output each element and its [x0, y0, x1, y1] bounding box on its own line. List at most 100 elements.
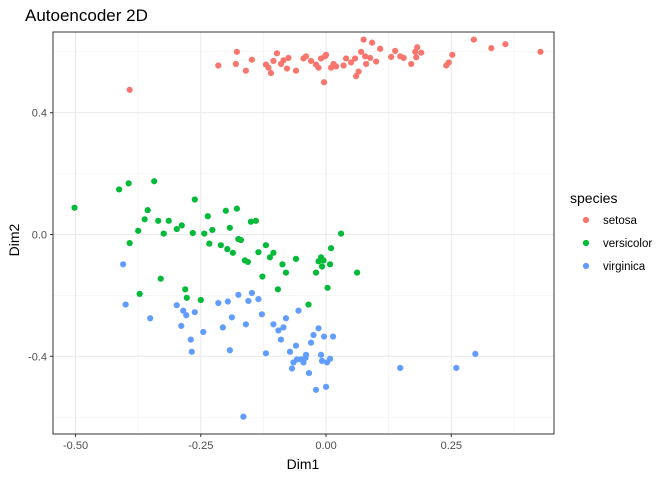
data-point-virginica — [292, 342, 300, 349]
data-point-versicolor — [305, 301, 312, 308]
data-point-versicolor — [320, 257, 327, 264]
data-point-virginica — [219, 324, 226, 331]
data-point-virginica — [307, 339, 315, 346]
legend-label-virginica: virginica — [603, 261, 646, 273]
data-point-virginica — [187, 336, 194, 343]
data-point-setosa — [242, 67, 249, 74]
data-point-versicolor — [125, 180, 132, 187]
data-point-versicolor — [318, 263, 326, 270]
data-point-virginica — [326, 355, 334, 362]
data-point-setosa — [367, 54, 374, 61]
data-point-virginica — [317, 351, 325, 358]
data-point-setosa — [280, 57, 287, 64]
x-tick-label: -0.25 — [188, 440, 213, 452]
data-point-versicolor — [282, 269, 290, 276]
data-point-setosa — [126, 86, 133, 93]
data-point-virginica — [453, 364, 460, 372]
data-point-virginica — [318, 357, 326, 365]
data-point-virginica — [120, 261, 127, 268]
data-point-versicolor — [206, 240, 213, 247]
data-point-setosa — [353, 73, 360, 80]
data-point-virginica — [245, 297, 252, 305]
data-point-setosa — [233, 48, 240, 55]
data-point-virginica — [180, 307, 187, 314]
data-point-versicolor — [226, 224, 233, 231]
data-point-versicolor — [326, 261, 334, 268]
data-point-versicolor — [233, 205, 240, 212]
data-point-versicolor — [224, 246, 231, 253]
data-point-versicolor — [255, 249, 262, 256]
data-point-virginica — [240, 413, 247, 420]
data-point-versicolor — [157, 275, 164, 282]
data-point-versicolor — [279, 261, 286, 268]
data-point-versicolor — [217, 242, 224, 249]
data-point-versicolor — [189, 229, 196, 237]
data-point-virginica — [255, 295, 262, 303]
y-tick-label: -0.4 — [28, 351, 47, 363]
data-point-versicolor — [178, 222, 185, 229]
data-point-virginica — [397, 364, 404, 372]
data-point-virginica — [312, 386, 320, 393]
data-point-versicolor — [292, 255, 300, 262]
y-tick-label: 0.0 — [32, 230, 47, 242]
data-point-versicolor — [252, 217, 260, 224]
data-point-setosa — [488, 45, 495, 52]
legend-key-setosa — [582, 216, 590, 224]
data-point-virginica — [173, 302, 180, 309]
data-point-virginica — [286, 348, 294, 355]
y-axis-title: Dim2 — [6, 223, 22, 256]
data-point-versicolor — [270, 249, 277, 256]
data-point-virginica — [275, 327, 282, 334]
data-point-versicolor — [327, 245, 335, 252]
data-point-virginica — [322, 383, 330, 390]
data-point-virginica — [282, 315, 290, 322]
x-axis: -0.50 -0.25 0.00 0.25 — [63, 434, 462, 452]
data-point-virginica — [320, 333, 328, 340]
data-point-virginica — [200, 328, 207, 336]
data-point-virginica — [310, 331, 317, 339]
data-point-versicolor — [197, 296, 204, 304]
y-axis: -0.4 0.0 0.4 — [28, 108, 53, 363]
data-point-versicolor — [209, 226, 216, 234]
data-point-setosa — [445, 59, 452, 66]
data-point-versicolor — [160, 230, 167, 237]
data-point-virginica — [270, 321, 277, 328]
data-point-versicolor — [247, 218, 254, 225]
legend-label-versicolor: versicolor — [603, 238, 652, 250]
x-tick-label: 0.00 — [315, 440, 336, 452]
data-point-versicolor — [354, 269, 361, 276]
x-axis-title: Dim1 — [287, 456, 320, 472]
data-point-virginica — [122, 301, 129, 308]
data-point-versicolor — [71, 204, 78, 211]
data-point-setosa — [320, 79, 328, 86]
plot-border — [52, 31, 555, 435]
data-point-setosa — [377, 45, 384, 52]
data-point-virginica — [315, 325, 322, 332]
data-point-versicolor — [136, 290, 143, 298]
legend-title: species — [570, 190, 617, 206]
data-point-versicolor — [144, 207, 151, 214]
data-point-setosa — [388, 53, 395, 61]
data-points — [71, 36, 544, 420]
data-point-virginica — [183, 312, 190, 319]
data-point-setosa — [292, 67, 300, 74]
data-point-versicolor — [165, 217, 172, 224]
data-point-virginica — [472, 350, 479, 358]
data-point-virginica — [235, 291, 242, 298]
data-point-setosa — [265, 64, 272, 71]
data-point-setosa — [470, 36, 477, 43]
legend: species setosa versicolor virginica — [570, 190, 652, 273]
data-point-virginica — [226, 347, 233, 354]
data-point-versicolor — [116, 186, 123, 193]
data-point-virginica — [277, 336, 285, 343]
data-point-setosa — [358, 48, 365, 55]
data-point-setosa — [362, 53, 369, 60]
legend-label-setosa: setosa — [603, 215, 637, 227]
data-point-virginica — [329, 333, 337, 340]
data-point-setosa — [315, 64, 322, 71]
data-point-setosa — [392, 47, 399, 54]
data-point-versicolor — [266, 254, 274, 261]
data-point-virginica — [188, 348, 195, 355]
data-point-versicolor — [201, 230, 208, 237]
data-point-setosa — [267, 70, 275, 77]
